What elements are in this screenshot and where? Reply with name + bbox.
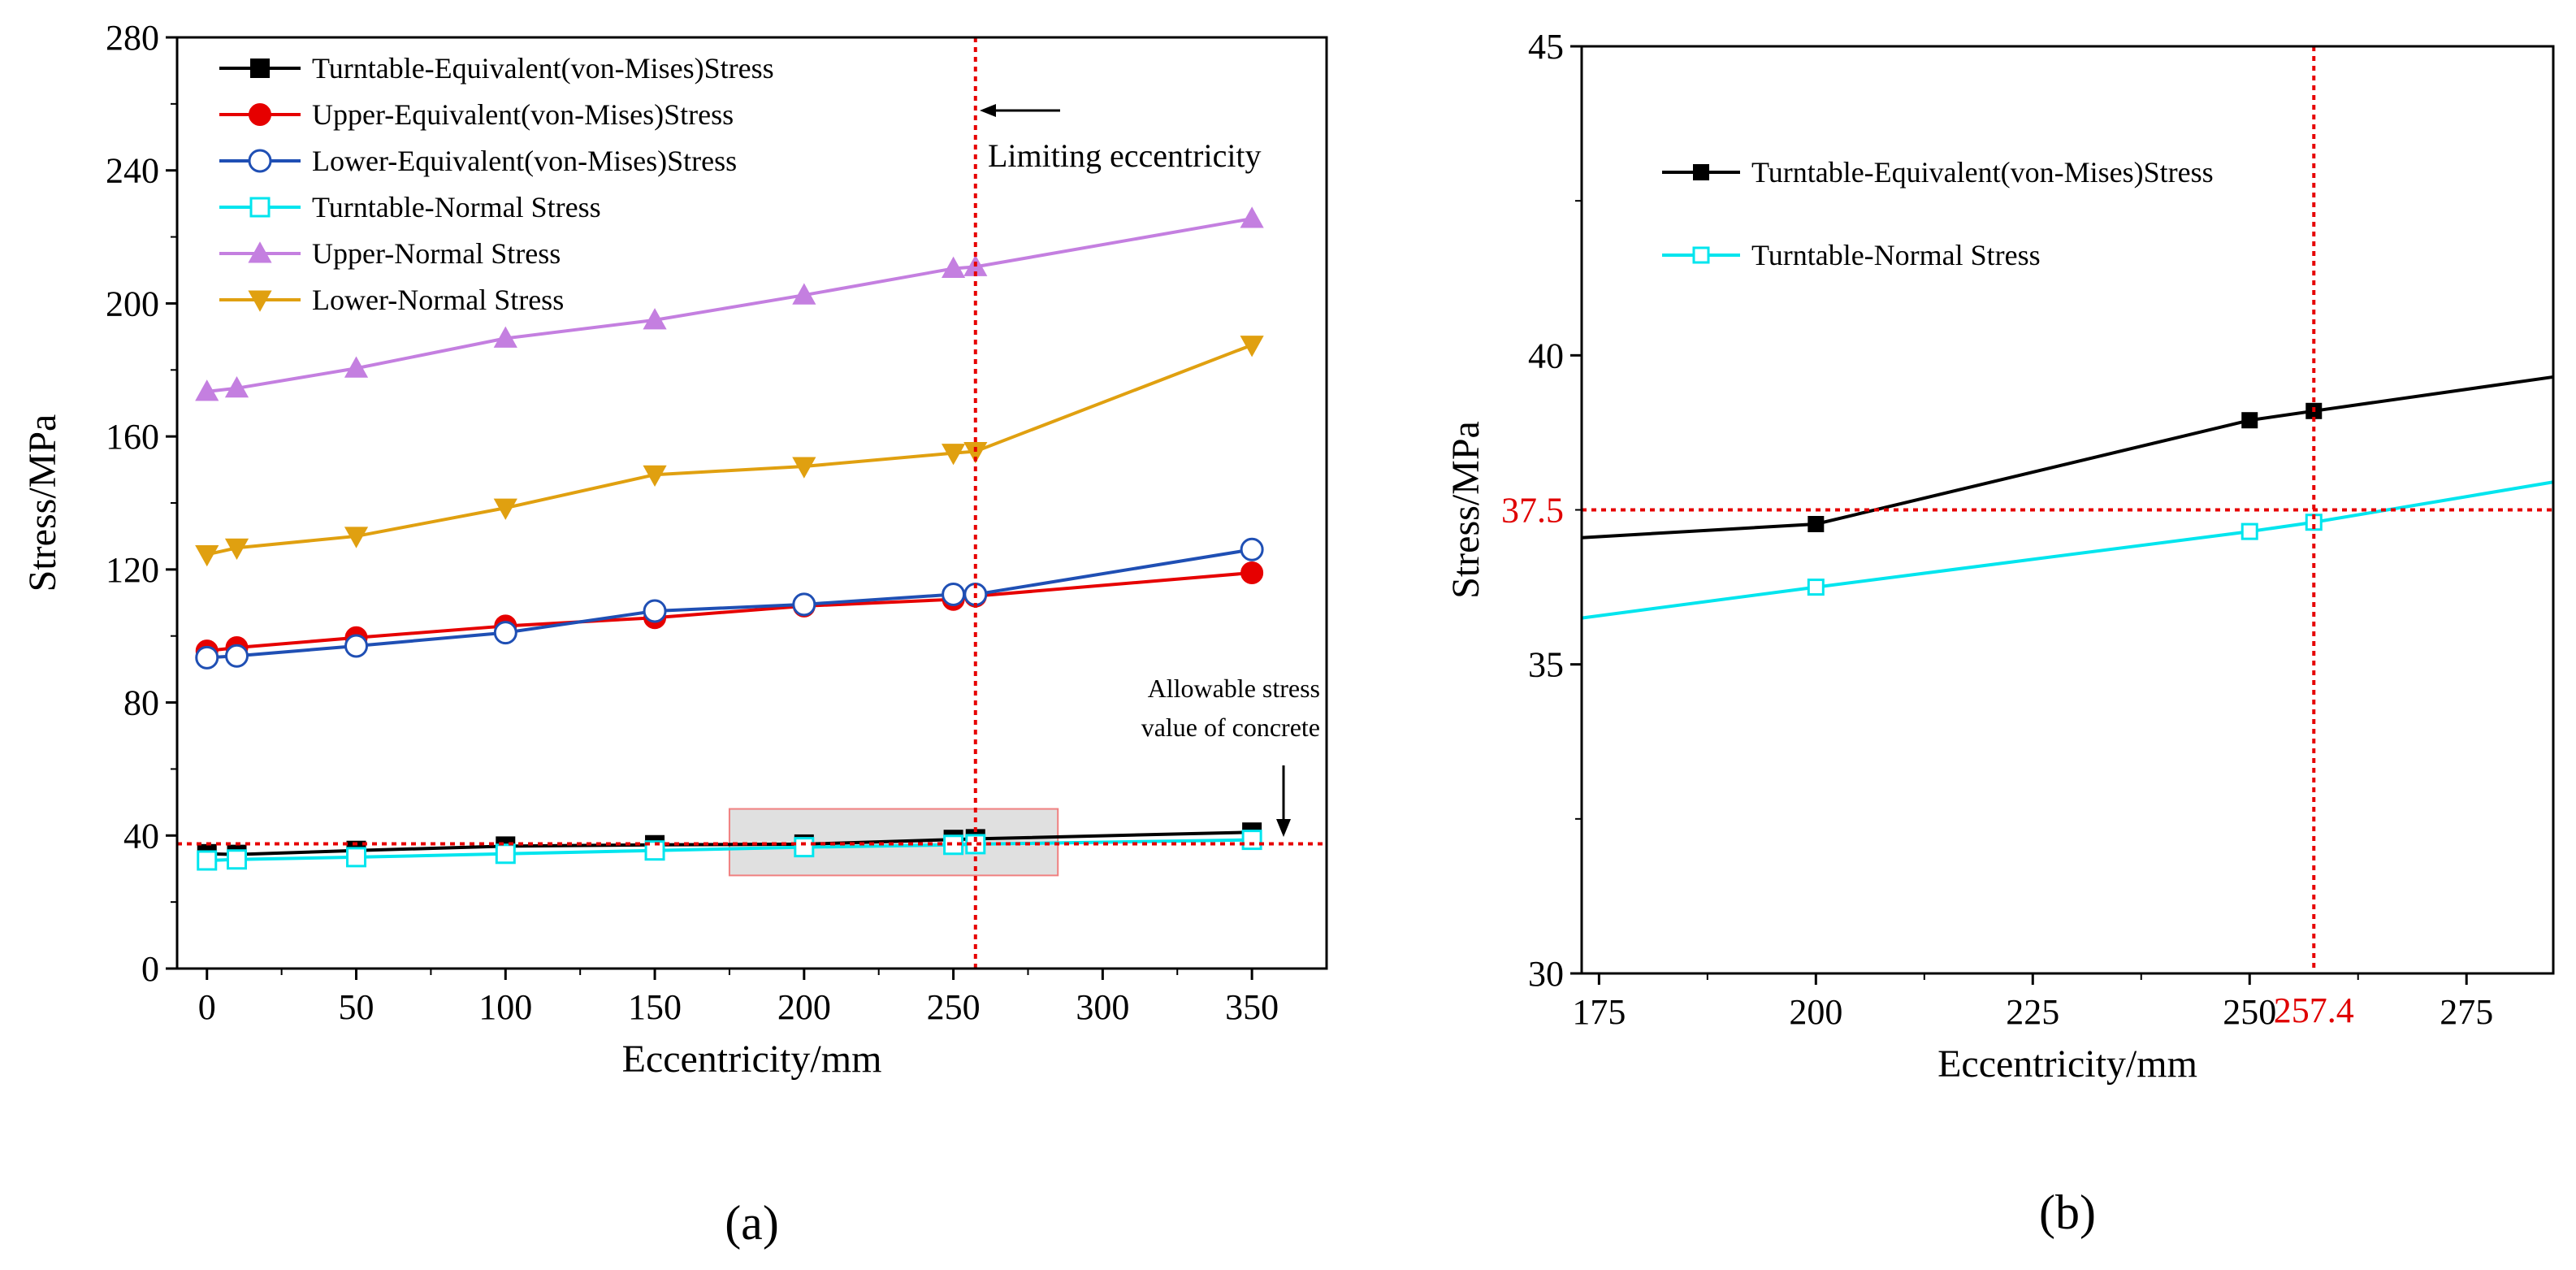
legend-label-5: Lower-Normal Stress: [312, 284, 564, 316]
y-tick-label: 240: [106, 151, 159, 191]
legend-marker-4: [248, 241, 272, 263]
y-tick-label: 160: [106, 417, 159, 457]
legend-marker-0: [1693, 164, 1709, 180]
y-tick-label: 30: [1528, 954, 1564, 994]
data-point-3-8: [1241, 830, 1262, 851]
data-point-2-2: [344, 634, 369, 658]
x-tick-label: 350: [1225, 987, 1279, 1027]
data-point-4-8: [1240, 206, 1264, 228]
data-point-2-5: [792, 592, 816, 617]
x-tick-label: 175: [1572, 992, 1626, 1032]
allowable-label-line2: value of concrete: [1141, 713, 1320, 742]
y-axis-title: Stress/MPa: [1444, 421, 1487, 599]
y-tick-label: 35: [1528, 645, 1564, 685]
data-point-2-4: [643, 599, 667, 623]
limiting-arrow-head: [980, 104, 996, 117]
data-point-4-5: [792, 283, 816, 305]
x-axis-title: Eccentricity/mm: [622, 1038, 882, 1081]
data-point-5-6: [941, 444, 966, 466]
legend-label-3: Turntable-Normal Stress: [312, 191, 601, 223]
limit-value-label: 257.4: [2274, 990, 2354, 1030]
x-tick-label: 275: [2440, 992, 2493, 1032]
data-point-4-6: [941, 256, 966, 278]
y-tick-label: 45: [1528, 27, 1564, 67]
x-tick-label: 225: [2006, 992, 2059, 1032]
x-tick-label: 100: [478, 987, 532, 1027]
data-point-5-8: [1240, 336, 1264, 358]
y-tick-label: 200: [106, 284, 159, 323]
panel-label: (b): [2039, 1185, 2096, 1239]
y-axis-title: Stress/MPa: [21, 414, 64, 592]
data-point-3-5: [794, 837, 815, 858]
data-point-5-5: [792, 457, 816, 479]
data-point-3-0: [197, 850, 218, 871]
x-axis-title: Eccentricity/mm: [1937, 1042, 2197, 1086]
data-point-4-4: [643, 308, 667, 330]
data-point-2-0: [195, 645, 219, 670]
legend-label-4: Upper-Normal Stress: [312, 237, 561, 270]
data-point-4-2: [344, 356, 369, 378]
data-point-3-4: [644, 840, 665, 861]
series-line-1: [1581, 480, 2554, 620]
legend-marker-1: [1692, 246, 1710, 264]
data-point-4-0: [195, 379, 219, 401]
legend-label-2: Lower-Equivalent(von-Mises)Stress: [312, 145, 737, 177]
data-point-3-3: [495, 843, 516, 865]
legend-marker-5: [248, 290, 272, 312]
x-tick-label: 50: [339, 987, 374, 1027]
allowable-label-line1: Allowable stress: [1148, 674, 1320, 703]
data-point-1-8: [1240, 561, 1264, 584]
y-tick-label: 40: [123, 816, 159, 856]
x-tick-label: 200: [1789, 992, 1842, 1032]
x-tick-label: 0: [198, 987, 216, 1027]
y-tick-label: 280: [106, 18, 159, 58]
y-tick-label: 80: [123, 683, 159, 723]
x-tick-label: 250: [927, 987, 981, 1027]
allowable-value-label: 37.5: [1501, 491, 1564, 531]
data-point-5-2: [344, 527, 369, 548]
legend-label-1: Upper-Equivalent(von-Mises)Stress: [312, 98, 734, 131]
data-point-2-6: [942, 583, 966, 607]
legend-label-0: Turntable-Equivalent(von-Mises)Stress: [312, 52, 774, 85]
data-point-0-1: [1808, 515, 1825, 532]
x-tick-label: 150: [628, 987, 682, 1027]
legend-label-1: Turntable-Normal Stress: [1751, 239, 2041, 271]
data-point-3-6: [943, 834, 964, 856]
legend-marker-0: [250, 59, 270, 78]
legend-marker-3: [249, 197, 271, 218]
data-point-3-7: [965, 834, 986, 855]
legend-marker-1: [249, 103, 271, 126]
y-tick-label: 120: [106, 550, 159, 590]
data-point-4-3: [493, 326, 517, 348]
y-tick-label: 0: [141, 949, 159, 989]
data-point-0-2: [2241, 412, 2258, 429]
allowable-arrow-head: [1276, 819, 1291, 837]
panel-label: (a): [725, 1196, 779, 1250]
data-point-5-7: [963, 442, 988, 464]
data-point-1-2: [2240, 522, 2258, 540]
data-point-3-1: [227, 849, 248, 870]
limiting-eccentricity-label: Limiting eccentricity: [988, 137, 1262, 174]
data-point-5-0: [195, 544, 219, 567]
x-tick-label: 300: [1076, 987, 1129, 1027]
data-point-4-1: [224, 376, 249, 398]
panel-b: 175 200 225 250 275 30 35 40 45 Eccentricity/mm St…: [1444, 27, 2555, 1239]
data-point-1-1: [1807, 579, 1825, 596]
data-point-5-1: [224, 538, 249, 561]
legend-marker-2: [248, 149, 272, 173]
series-line-0: [1581, 375, 2554, 540]
y-tick-label: 40: [1528, 336, 1564, 375]
data-point-2-1: [225, 644, 249, 668]
data-point-2-8: [1240, 537, 1264, 561]
data-point-2-3: [493, 621, 517, 645]
data-point-3-2: [346, 847, 367, 868]
x-tick-label: 250: [2223, 992, 2276, 1032]
data-point-5-3: [493, 498, 517, 520]
x-tick-label: 200: [777, 987, 831, 1027]
panel-a: 0 50 100 150 200 250 300 350 0 40 80 120 160 200 240 28…: [21, 18, 1328, 1250]
data-point-5-4: [643, 465, 667, 487]
legend-label-0: Turntable-Equivalent(von-Mises)Stress: [1751, 156, 2214, 189]
